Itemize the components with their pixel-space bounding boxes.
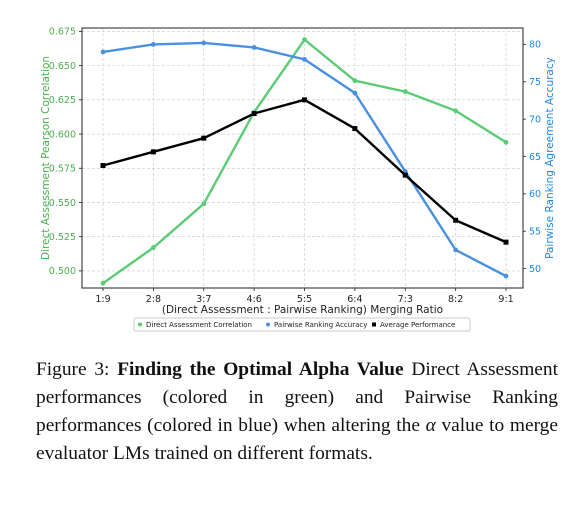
x-axis-title: (Direct Assessment : Pairwise Ranking) M… (162, 304, 443, 316)
tick-labels: 0.500 0.525 0.550 0.575 0.600 0.625 0.650 0.675… (49, 27, 541, 305)
legend-box (133, 317, 471, 332)
y-left-tick-label: 0.575 (49, 164, 76, 175)
y-axis-right-title: Pairwise Ranking Agreement Accuracy (544, 57, 556, 259)
y-right-tick-label: 50 (529, 264, 541, 275)
data-point (352, 90, 358, 96)
data-point (100, 49, 106, 55)
series-2 (100, 97, 509, 245)
plot-frame (81, 27, 524, 289)
legend-label: Pairwise Ranking Accuracy (274, 321, 367, 329)
data-point (503, 139, 509, 145)
legend-marker (266, 322, 270, 327)
y-right-tick-label: 70 (529, 114, 541, 125)
y-left-tick-label: 0.550 (49, 198, 76, 209)
data-point (453, 108, 459, 114)
data-point (150, 245, 156, 251)
data-point (201, 40, 207, 46)
x-tick-label: 7:3 (398, 294, 413, 305)
y-right-tick-label: 80 (529, 40, 541, 51)
y-right-tick-label: 65 (529, 152, 541, 163)
data-point (302, 37, 307, 43)
y-left-tick-label: 0.500 (49, 266, 76, 277)
x-tick-label: 1:9 (95, 294, 110, 305)
caption-text-before-alpha: Direct Assessment performances (colored … (36, 359, 558, 436)
data-point (150, 149, 156, 155)
data-point (503, 239, 509, 245)
chart: 0.500 0.525 0.550 0.575 0.600 0.625 0.650 0.675… (40, 27, 556, 332)
data-point (100, 163, 106, 169)
series-line (101, 38, 508, 285)
y-left-tick-label: 0.625 (49, 95, 76, 106)
data-point (201, 135, 207, 141)
data-point (453, 217, 459, 223)
data-point (453, 247, 459, 253)
y-left-tick-label: 0.675 (49, 27, 76, 38)
data-point (503, 273, 509, 279)
legend-marker (138, 322, 142, 327)
x-tick-label: 2:8 (146, 294, 161, 305)
data-point (150, 42, 156, 47)
legend-label: Average Performance (380, 321, 455, 329)
x-tick-label: 8:2 (448, 294, 463, 305)
y-left-tick-label: 0.525 (49, 232, 76, 243)
series-lines (100, 37, 509, 286)
legend: Direct Assessment Correlation Pairwise Ra… (133, 317, 471, 332)
data-point (352, 126, 358, 132)
x-tick-label: 9:1 (498, 294, 513, 305)
figure-caption: Figure 3: Finding the Optimal Alpha Valu… (36, 356, 558, 468)
legend-marker (372, 322, 376, 327)
x-tick-label: 3:7 (196, 294, 211, 305)
data-point (201, 201, 207, 207)
grid (82, 28, 523, 288)
y-right-tick-label: 75 (529, 77, 541, 88)
x-tick-label: 6:4 (347, 294, 362, 305)
caption-title: Finding the Optimal Alpha Value (117, 359, 404, 380)
y-left-tick-label: 0.650 (49, 61, 76, 72)
data-point (100, 280, 106, 286)
x-tick-label: 4:6 (246, 294, 261, 305)
y-axis-left-title: Direct Assessment Pearson Correlation (40, 56, 52, 260)
caption-text-after-alpha: value to merge evaluator LMs trained on … (36, 415, 558, 464)
data-point (302, 97, 307, 103)
y-right-tick-label: 55 (529, 227, 541, 238)
legend-label: Direct Assessment Correlation (146, 321, 252, 329)
axes (79, 27, 526, 291)
y-right-tick-label: 60 (529, 189, 541, 200)
series-0 (100, 37, 509, 286)
alpha-symbol: α (425, 415, 436, 436)
data-point (402, 89, 408, 95)
y-left-tick-label: 0.600 (49, 129, 76, 140)
x-tick-label: 5:5 (297, 294, 312, 305)
data-point (251, 45, 257, 50)
data-point (352, 78, 358, 84)
data-point (251, 111, 257, 117)
caption-label: Figure 3: (36, 359, 110, 380)
data-point (302, 56, 307, 62)
data-point (402, 172, 408, 178)
